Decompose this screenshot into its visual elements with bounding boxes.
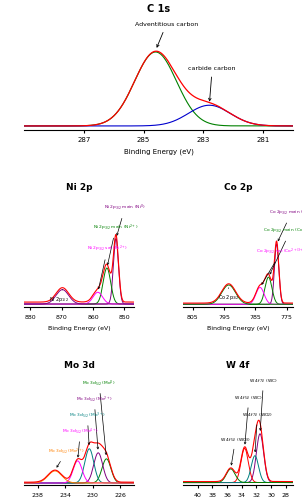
Title: C 1s: C 1s	[147, 4, 170, 14]
X-axis label: Binding Energy (eV): Binding Energy (eV)	[207, 326, 269, 330]
Text: Mo 3d$_{5/2}$ (Mo$^{4+}$): Mo 3d$_{5/2}$ (Mo$^{4+}$)	[62, 426, 99, 457]
Text: Ni 2p$_{1/2}$: Ni 2p$_{1/2}$	[49, 290, 69, 304]
Text: Adventitious carbon: Adventitious carbon	[135, 22, 198, 47]
Text: W 4f$_{5/2}$ (WO$_3$): W 4f$_{5/2}$ (WO$_3$)	[220, 436, 251, 465]
Text: Co 2p$_{3/2}$ sat (Co$^{2+/3+}$): Co 2p$_{3/2}$ sat (Co$^{2+/3+}$)	[256, 246, 302, 284]
X-axis label: Binding Energy (eV): Binding Energy (eV)	[124, 149, 194, 156]
X-axis label: Binding Energy (eV): Binding Energy (eV)	[48, 326, 110, 330]
Text: W 4f$_{5/2}$ (WC): W 4f$_{5/2}$ (WC)	[234, 394, 263, 444]
Text: W 4f$_{7/2}$ (WC): W 4f$_{7/2}$ (WC)	[249, 378, 278, 430]
Text: Ni 2p$_{3/2}$ sat (Ni$^{2+}$): Ni 2p$_{3/2}$ sat (Ni$^{2+}$)	[87, 244, 128, 289]
Text: Ni 2p$_{3/2}$ main (Ni$^{2+}$): Ni 2p$_{3/2}$ main (Ni$^{2+}$)	[93, 222, 139, 264]
Text: W 4f$_{7/2}$ (WO$_2$): W 4f$_{7/2}$ (WO$_2$)	[242, 412, 273, 452]
Text: Co 2p$_{3/2}$ main (Co$^0$): Co 2p$_{3/2}$ main (Co$^0$)	[269, 208, 302, 241]
Text: Mo 3d$_{5/2}$ (Mo$^{3+}$): Mo 3d$_{5/2}$ (Mo$^{3+}$)	[69, 410, 106, 444]
Title: W 4f: W 4f	[226, 360, 250, 370]
Text: Mo 3d$_{5/2}$ (Mo$^0$): Mo 3d$_{5/2}$ (Mo$^0$)	[82, 378, 116, 454]
Text: Co 2p$_{3/2}$ main (Co$^{2+/3+}$): Co 2p$_{3/2}$ main (Co$^{2+/3+}$)	[263, 226, 302, 274]
Title: Mo 3d: Mo 3d	[64, 360, 95, 370]
Text: Co 2p$_{3/2}$: Co 2p$_{3/2}$	[218, 288, 239, 302]
Title: Ni 2p: Ni 2p	[66, 183, 92, 192]
Text: carbide carbon: carbide carbon	[188, 66, 236, 101]
Text: Mo 3d$_{5/2}$ (Mo$^{2+}$): Mo 3d$_{5/2}$ (Mo$^{2+}$)	[48, 446, 85, 467]
Title: Co 2p: Co 2p	[224, 183, 252, 192]
Text: Ni 2p$_{3/2}$ main (Ni$^0$): Ni 2p$_{3/2}$ main (Ni$^0$)	[104, 202, 146, 235]
Text: Mo 3d$_{5/2}$ (Mo$^{2+}$): Mo 3d$_{5/2}$ (Mo$^{2+}$)	[76, 394, 113, 449]
